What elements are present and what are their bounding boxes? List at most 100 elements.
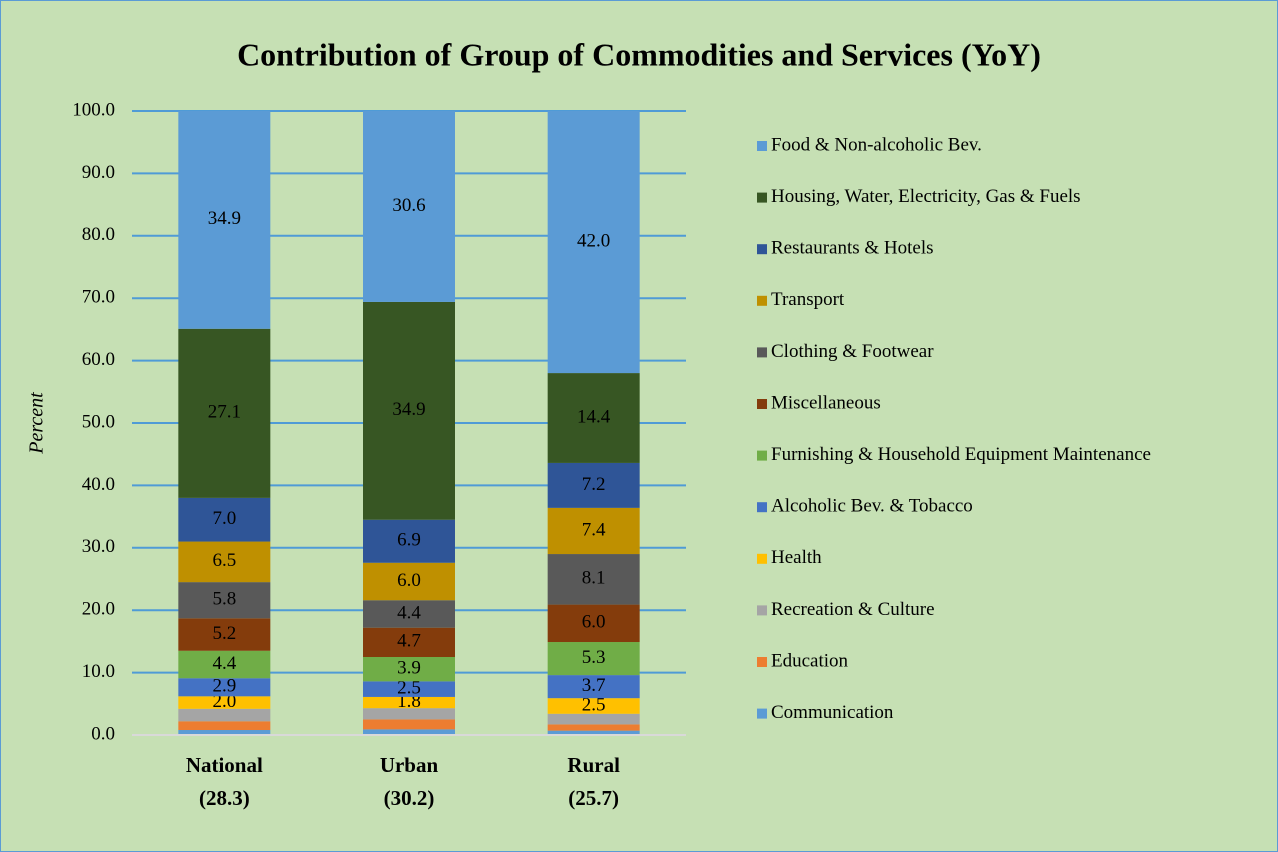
chart-title: Contribution of Group of Commodities and… xyxy=(237,36,1041,72)
legend-label: Education xyxy=(771,650,849,671)
bar-segment xyxy=(363,719,455,730)
y-tick-label: 40.0 xyxy=(82,474,115,495)
legend-label: Health xyxy=(771,547,822,568)
data-label: 3.7 xyxy=(582,675,606,696)
legend-label: Recreation & Culture xyxy=(771,599,935,620)
bar-segment xyxy=(547,111,640,374)
bar-segment xyxy=(363,301,455,520)
bar-segment xyxy=(547,604,640,643)
bar-segment xyxy=(178,328,271,498)
y-tick-label: 70.0 xyxy=(82,287,115,308)
data-label: 5.8 xyxy=(212,589,236,610)
legend-swatch xyxy=(757,605,767,616)
data-label: 42.0 xyxy=(577,230,610,251)
bar-segment xyxy=(547,698,640,714)
y-tick-label: 0.0 xyxy=(91,723,115,744)
data-label: 8.1 xyxy=(582,568,606,589)
x-tick-sublabel: (30.2) xyxy=(384,786,435,810)
data-label: 6.5 xyxy=(212,550,236,571)
data-label: 34.9 xyxy=(208,208,241,229)
bar-segment xyxy=(178,721,271,731)
data-label: 4.7 xyxy=(397,631,421,652)
bar-segment xyxy=(547,730,640,735)
legend-swatch xyxy=(757,708,767,719)
legend-swatch xyxy=(757,192,767,203)
bar-segment xyxy=(178,541,271,583)
legend-label: Food & Non-alcoholic Bev. xyxy=(771,134,982,155)
data-label: 7.2 xyxy=(582,474,606,495)
bar-segment xyxy=(178,678,271,697)
legend-swatch xyxy=(757,141,767,151)
bar-segment xyxy=(178,730,271,735)
data-label: 5.3 xyxy=(582,647,606,668)
data-label: 27.1 xyxy=(208,402,241,423)
legend-swatch xyxy=(757,553,767,564)
data-label: 6.0 xyxy=(397,570,421,591)
bar-segment xyxy=(547,724,640,731)
y-tick-label: 30.0 xyxy=(82,536,115,557)
y-axis-label: Percent xyxy=(26,392,48,455)
bar-segment xyxy=(178,696,271,709)
legend-swatch xyxy=(757,347,767,358)
bar-segment xyxy=(547,713,640,725)
bar-segment xyxy=(547,462,640,508)
legend-label: Miscellaneous xyxy=(771,392,881,413)
x-tick-label: Urban xyxy=(380,753,439,777)
data-label: 30.6 xyxy=(392,195,425,216)
data-label: 5.2 xyxy=(212,623,236,644)
bar-segment xyxy=(363,111,455,302)
bar-segment xyxy=(547,373,640,463)
bar-segment xyxy=(363,681,455,697)
x-tick-sublabel: (28.3) xyxy=(199,786,250,810)
data-label: 6.0 xyxy=(582,612,606,633)
data-label: 4.4 xyxy=(212,653,236,674)
legend-swatch xyxy=(757,399,767,409)
legend-swatch xyxy=(757,502,767,513)
bar-segment xyxy=(363,729,455,735)
data-label: 2.9 xyxy=(212,676,236,697)
y-tick-label: 20.0 xyxy=(82,599,115,620)
data-label: 14.4 xyxy=(577,406,611,427)
bar-segment xyxy=(178,650,271,679)
bar-segment xyxy=(178,582,271,619)
y-tick-label: 60.0 xyxy=(82,349,115,370)
bar-segment xyxy=(363,562,455,601)
y-tick-label: 10.0 xyxy=(82,661,115,682)
legend-label: Clothing & Footwear xyxy=(771,341,934,362)
data-label: 34.9 xyxy=(392,399,425,420)
legend-label: Alcoholic Bev. & Tobacco xyxy=(771,496,973,517)
bar-segment xyxy=(178,497,271,542)
bar-segment xyxy=(363,696,455,709)
x-tick-label: National xyxy=(186,753,263,777)
data-label: 4.4 xyxy=(397,602,421,623)
legend-swatch xyxy=(757,244,767,255)
bar-segment xyxy=(178,708,271,722)
bar-segment xyxy=(363,657,455,682)
legend-swatch xyxy=(757,295,767,306)
data-label: 3.9 xyxy=(397,658,421,679)
legend-label: Furnishing & Household Equipment Mainten… xyxy=(771,444,1151,465)
bar-segment xyxy=(547,642,640,676)
x-tick-label: Rural xyxy=(567,753,620,777)
y-tick-label: 90.0 xyxy=(82,162,115,183)
bar-segment xyxy=(547,507,640,555)
y-tick-label: 50.0 xyxy=(82,411,115,432)
bar-segment xyxy=(363,600,455,628)
data-label: 7.0 xyxy=(212,508,236,529)
legend-label: Restaurants & Hotels xyxy=(771,238,934,259)
bar-segment xyxy=(178,618,271,651)
data-label: 7.4 xyxy=(582,519,606,540)
bar-segment xyxy=(178,111,271,329)
bar-segment xyxy=(363,627,455,657)
bar-segment xyxy=(547,675,640,699)
legend-label: Communication xyxy=(771,702,894,723)
x-tick-sublabel: (25.7) xyxy=(568,786,619,810)
y-tick-label: 80.0 xyxy=(82,224,115,245)
data-label: 6.9 xyxy=(397,530,421,551)
legend-swatch xyxy=(757,450,767,461)
legend-label: Housing, Water, Electricity, Gas & Fuels xyxy=(771,186,1081,207)
bar-segment xyxy=(547,554,640,605)
bar-segment xyxy=(363,708,455,720)
data-label: 2.5 xyxy=(582,694,606,715)
